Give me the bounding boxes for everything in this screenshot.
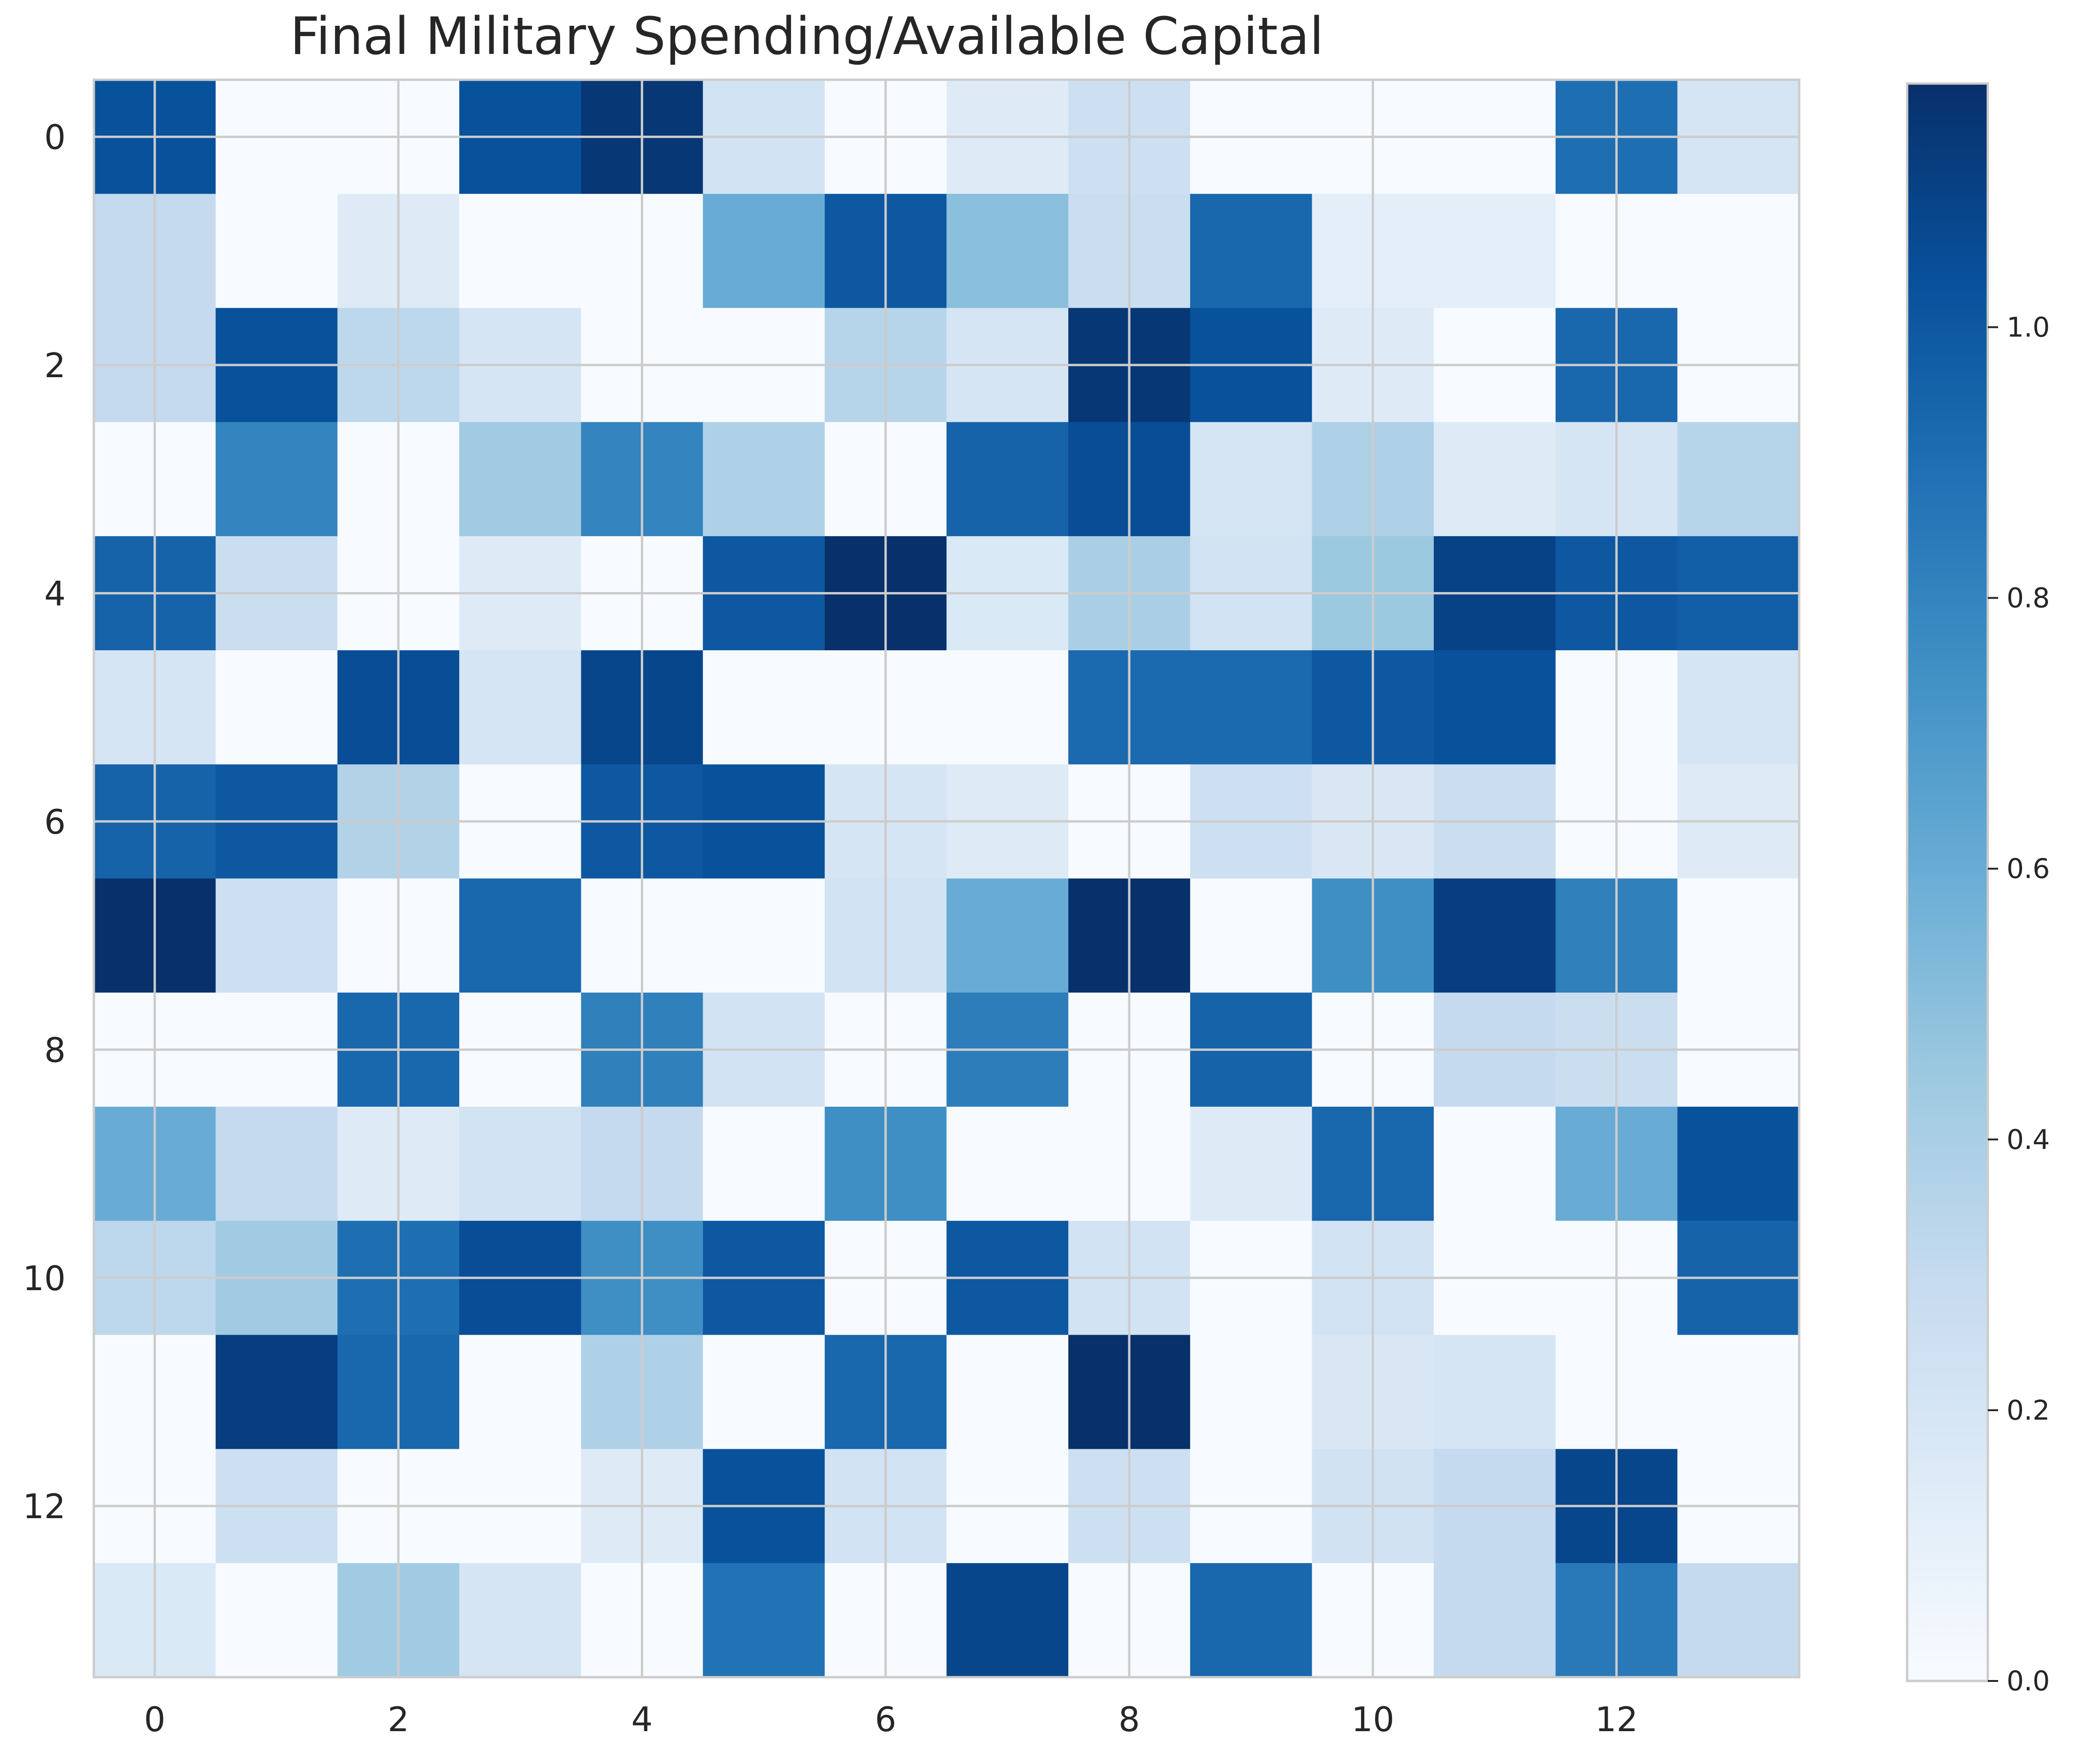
x-tick-label-8: 8 <box>1118 1700 1140 1739</box>
heatmap-cell-r11-c5 <box>703 1335 825 1450</box>
heatmap-cell-r11-c1 <box>215 1335 338 1450</box>
heatmap-cell-r1-c9 <box>1190 194 1313 309</box>
y-tick-label-2: 2 <box>44 346 66 385</box>
colorbar-tick-label-5: 1.0 <box>2007 311 2050 343</box>
heatmap-cell-r1-c5 <box>703 194 825 309</box>
x-tick-label-2: 2 <box>388 1700 409 1739</box>
heatmap-cell-r1-c7 <box>946 194 1069 309</box>
heatmap-cell-r11-c11 <box>1434 1335 1556 1450</box>
heatmap-cell-r7-c9 <box>1190 878 1313 993</box>
heatmap-cell-r13-c11 <box>1434 1563 1556 1678</box>
heatmap-cell-r11-c3 <box>459 1335 582 1450</box>
heatmap-cell-r13-c1 <box>215 1563 338 1678</box>
heatmap-cell-r1-c3 <box>459 194 582 309</box>
heatmap-cell-r7-c7 <box>946 878 1069 993</box>
heatmap-cell-r13-c7 <box>946 1563 1069 1678</box>
colorbar-gradient <box>1906 82 1989 1682</box>
heatmap-cell-r5-c3 <box>459 650 582 765</box>
heatmap-cell-r5-c7 <box>946 650 1069 765</box>
heatmap-cell-r11-c13 <box>1677 1335 1800 1450</box>
colorbar-tick-label-4: 0.8 <box>2007 582 2050 614</box>
heatmap-cell-r5-c13 <box>1677 650 1800 765</box>
x-tick-label-0: 0 <box>144 1700 166 1739</box>
heatmap-cell-r3-c9 <box>1190 422 1313 537</box>
gridlines <box>94 80 1799 1677</box>
heatmap-cell-r11-c9 <box>1190 1335 1313 1450</box>
heatmap-cell-r7-c13 <box>1677 878 1800 993</box>
y-tick-label-6: 6 <box>44 802 66 842</box>
colorbar: 0.0 0.2 0.4 0.6 0.8 1.0 <box>1906 82 2050 1697</box>
heatmap-cell-r3-c3 <box>459 422 582 537</box>
x-tick-label-10: 10 <box>1351 1700 1394 1739</box>
x-tick-label-12: 12 <box>1595 1700 1638 1739</box>
heatmap-cell-r5-c5 <box>703 650 825 765</box>
heatmap-cell-r7-c1 <box>215 878 338 993</box>
y-tick-label-10: 10 <box>23 1259 66 1298</box>
x-axis: 0 2 4 6 8 10 12 <box>144 1700 1638 1739</box>
y-axis: 0 2 4 6 8 10 12 <box>23 118 66 1527</box>
colorbar-tick-label-3: 0.6 <box>2007 853 2050 885</box>
heatmap-cell-r3-c11 <box>1434 422 1556 537</box>
x-tick-label-4: 4 <box>631 1700 653 1739</box>
heatmap-cell-r3-c1 <box>215 422 338 537</box>
y-tick-label-12: 12 <box>23 1487 66 1526</box>
heatmap-cell-r9-c3 <box>459 1106 582 1221</box>
chart-title: Final Military Spending/Available Capita… <box>290 6 1324 66</box>
colorbar-ticks: 0.0 0.2 0.4 0.6 0.8 1.0 <box>1988 311 2050 1697</box>
heatmap-cell-r3-c5 <box>703 422 825 537</box>
heatmap-cell-r9-c13 <box>1677 1106 1800 1221</box>
heatmap-cell-r9-c1 <box>215 1106 338 1221</box>
heatmap-cell-r3-c13 <box>1677 422 1800 537</box>
heatmap-cell-r9-c7 <box>946 1106 1069 1221</box>
heatmap-cell-r1-c1 <box>215 194 338 309</box>
heatmap-cell-r13-c5 <box>703 1563 825 1678</box>
heatmap-cell-r7-c11 <box>1434 878 1556 993</box>
colorbar-tick-label-2: 0.4 <box>2007 1124 2050 1156</box>
heatmap-cell-r13-c9 <box>1190 1563 1313 1678</box>
heatmap-cell-r7-c3 <box>459 878 582 993</box>
colorbar-tick-label-1: 0.2 <box>2007 1394 2050 1426</box>
y-tick-label-0: 0 <box>44 118 66 157</box>
heatmap-cell-r1-c13 <box>1677 194 1800 309</box>
heatmap-cell-r7-c5 <box>703 878 825 993</box>
y-tick-label-4: 4 <box>44 574 66 613</box>
heatmap-cell-r9-c11 <box>1434 1106 1556 1221</box>
heatmap-cell-r1-c11 <box>1434 194 1556 309</box>
heatmap-cell-r13-c3 <box>459 1563 582 1678</box>
heatmap-cells <box>94 80 1800 1678</box>
colorbar-tick-label-0: 0.0 <box>2007 1665 2050 1697</box>
plot-frame <box>92 78 1801 1679</box>
x-tick-label-6: 6 <box>875 1700 897 1739</box>
heatmap-cell-r13-c13 <box>1677 1563 1800 1678</box>
y-tick-label-8: 8 <box>44 1030 66 1070</box>
heatmap-cell-r3-c7 <box>946 422 1069 537</box>
heatmap-cell-r9-c5 <box>703 1106 825 1221</box>
heatmap-cell-r5-c11 <box>1434 650 1556 765</box>
heatmap-cell-r5-c1 <box>215 650 338 765</box>
heatmap-cell-r9-c9 <box>1190 1106 1313 1221</box>
heatmap-cell-r11-c7 <box>946 1335 1069 1450</box>
heatmap-cell-r5-c9 <box>1190 650 1313 765</box>
